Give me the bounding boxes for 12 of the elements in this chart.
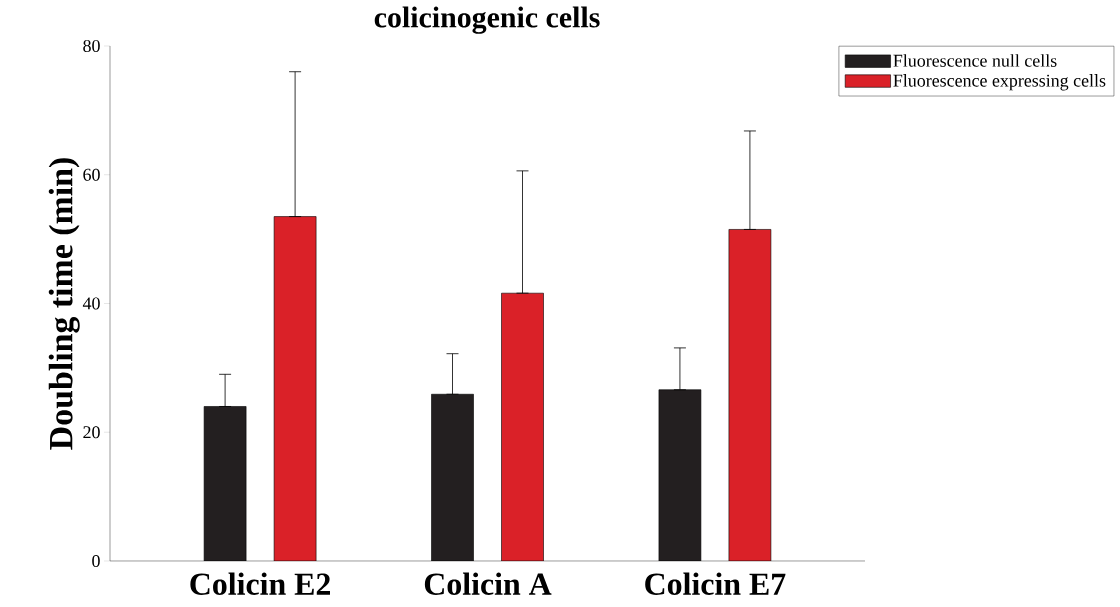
y-tick-label: 80: [83, 39, 100, 53]
y-tick-label: 0: [92, 554, 100, 568]
x-tick-label: Colicin E7: [645, 572, 786, 595]
legend-label: Fluorescence null cells: [893, 54, 1057, 67]
x-tick-label: Colicin E2: [190, 572, 330, 595]
legend-label: Fluorescence expressing cells: [893, 74, 1106, 91]
y-axis-title: Doubling time (min): [48, 158, 80, 450]
y-tick-label: 20: [83, 426, 100, 439]
y-tick-label: 60: [83, 168, 100, 181]
x-tick-label: Colicin A: [424, 572, 552, 595]
chart-title: colicinogenic cells: [374, 6, 600, 34]
y-tick-label: 40: [82, 297, 100, 310]
